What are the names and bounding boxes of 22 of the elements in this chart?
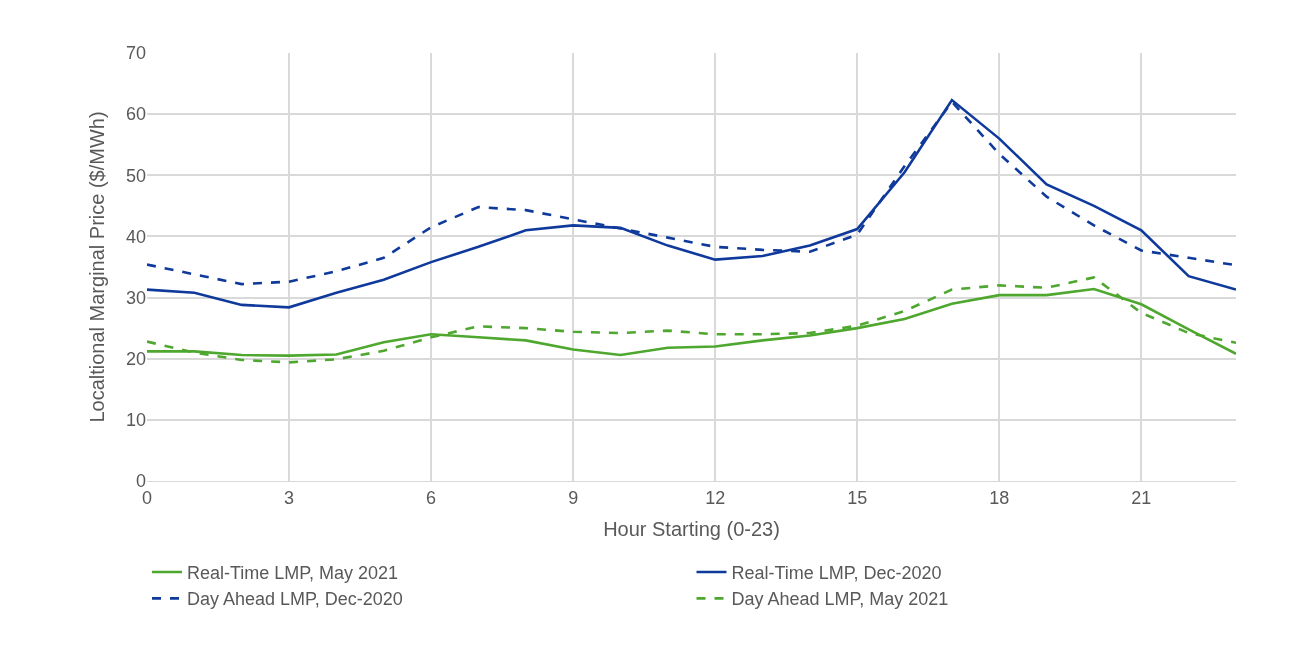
y-tick-label: 20 [125,349,146,370]
x-tick-label: 15 [847,487,868,508]
x-tick-label: 18 [989,487,1010,508]
legend-label: Real-Time LMP, Dec-2020 [731,562,942,583]
legend-label: Day Ahead LMP, Dec-2020 [187,589,403,610]
y-tick-label: 30 [125,287,146,308]
x-tick-label: 3 [284,487,295,508]
y-axis-title: Localtional Marginal Price ($/MWh) [86,111,109,423]
y-tick-label: 60 [125,104,146,125]
x-tick-label: 12 [705,487,726,508]
x-axis-title: Hour Starting (0-23) [603,518,780,541]
y-tick-label: 50 [125,165,146,186]
legend-label: Real-Time LMP, May 2021 [187,562,399,583]
y-tick-label: 0 [135,471,146,492]
y-tick-label: 70 [125,43,146,64]
x-tick-label: 21 [1131,487,1152,508]
line-series [147,276,1236,364]
y-tick-label: 10 [125,410,146,431]
y-tick-label: 40 [125,226,146,247]
x-tick-label: 6 [426,487,437,508]
legend-label: Day Ahead LMP, May 2021 [731,589,949,610]
x-tick-label: 9 [568,487,579,508]
